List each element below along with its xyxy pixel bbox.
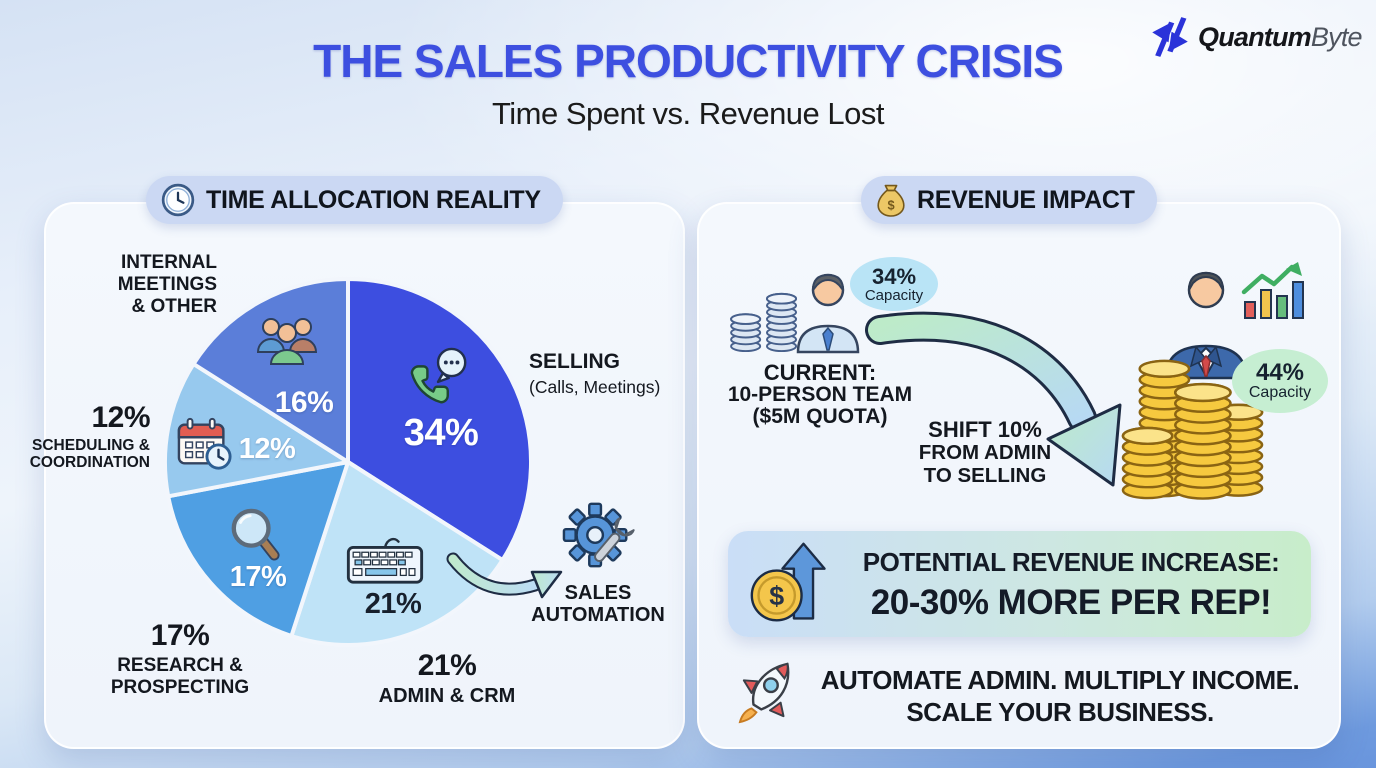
shift-line: TO SELLING: [923, 464, 1047, 487]
stack-front-left: [1121, 426, 1174, 500]
keyboard-icon: [346, 537, 424, 584]
current-capacity-value: 34%: [871, 263, 917, 289]
quantumbyte-logo-icon: [1152, 17, 1188, 57]
callout-line: SALES: [564, 582, 632, 604]
shift-arrow-icon: [865, 311, 1122, 487]
callout-pct: 12%: [91, 401, 150, 434]
current-capacity-label: Capacity: [864, 286, 924, 304]
callout-line: (Calls, Meetings): [529, 377, 661, 397]
callout-admin-crm: 21% ADMIN & CRM: [357, 649, 537, 708]
shift-line: FROM ADMIN: [918, 441, 1052, 464]
future-capacity-label: Capacity: [1248, 384, 1312, 402]
callout-line: PROSPECTING: [110, 677, 250, 698]
pie-value-scheduling: 12%: [238, 433, 296, 465]
callout-scheduling: 12% SCHEDULING & COORDINATION: [20, 401, 151, 472]
stack-center: [1174, 382, 1232, 500]
revenue-impact-header-label: REVENUE IMPACT: [917, 185, 1135, 214]
svg-text:$: $: [888, 198, 895, 213]
banner-text: POTENTIAL REVENUE INCREASE: 20-30% MORE …: [840, 547, 1302, 623]
revenue-increase-banner: $ POTENTIAL REVENUE INCREASE: 20-30% MOR…: [728, 531, 1311, 637]
people-icon: [256, 318, 318, 365]
callout-pct: 21%: [417, 649, 477, 682]
gold-coin-stack-icon: [1121, 359, 1264, 500]
callout-line: MEETINGS: [117, 274, 217, 295]
page-title: THE SALES PRODUCTIVITY CRISIS: [313, 35, 1064, 87]
brand-name-bold: Quantum: [1198, 21, 1312, 52]
svg-text:$: $: [769, 581, 784, 611]
callout-line: SCHEDULING &: [32, 437, 150, 454]
pie-value-admin: 21%: [364, 588, 422, 620]
callout-line: AUTOMATION: [531, 604, 665, 626]
brand-name-light: Byte: [1310, 21, 1363, 52]
rocket-icon: [738, 662, 790, 724]
pie-value-internal-meetings: 16%: [274, 386, 334, 419]
callout-line: & OTHER: [131, 296, 218, 317]
callout-pct: 17%: [150, 619, 210, 652]
current-capacity-bubble: 34% Capacity: [850, 257, 938, 311]
phone-chat-icon: [410, 347, 467, 404]
bar-chart-growth-icon: [1241, 262, 1304, 319]
sales-rep-icon: [796, 273, 860, 354]
shift-line: SHIFT 10%: [928, 417, 1042, 442]
future-capacity-bubble: 44% Capacity: [1232, 349, 1328, 413]
brand-logo: QuantumByte: [1146, 16, 1363, 58]
current-line: ($5M QUOTA): [752, 405, 888, 428]
callout-line: COORDINATION: [29, 454, 150, 471]
pie-value-research: 17%: [229, 561, 287, 593]
callout-line: ADMIN & CRM: [378, 685, 516, 707]
gear-wrench-icon: [562, 502, 635, 568]
shift-label: SHIFT 10% FROM ADMIN TO SELLING: [880, 418, 1090, 487]
callout-line: INTERNAL: [120, 252, 217, 273]
calendar-clock-icon: [177, 417, 232, 470]
sales-automation-label: SALES AUTOMATION: [513, 582, 683, 626]
tagline-line2: SCALE YOUR BUSINESS.: [906, 697, 1214, 727]
automation-arrow-icon: [446, 552, 563, 599]
callout-line: SELLING: [529, 350, 621, 373]
magnifier-icon: [231, 508, 280, 561]
callout-research: 17% RESEARCH & PROSPECTING: [90, 620, 270, 699]
tagline: AUTOMATE ADMIN. MULTIPLY INCOME. SCALE Y…: [800, 664, 1320, 728]
current-team-label: CURRENT: 10-PERSON TEAM ($5M QUOTA): [705, 362, 935, 428]
banner-line2: 20-30% MORE PER REP!: [870, 583, 1272, 622]
time-allocation-header-label: TIME ALLOCATION REALITY: [206, 185, 541, 214]
silver-coin-stack-icon: [730, 292, 798, 353]
revenue-impact-header: $ REVENUE IMPACT: [861, 176, 1157, 224]
future-capacity-value: 44%: [1255, 359, 1305, 386]
money-bag-icon: $: [877, 184, 905, 217]
businessman-icon: [1164, 271, 1248, 380]
pie-slice-research-prospecting: [166, 460, 350, 638]
stack-back-left: [1138, 359, 1191, 498]
brand-name: QuantumByte: [1198, 21, 1363, 53]
current-line: CURRENT:: [763, 360, 877, 385]
callout-line: RESEARCH &: [117, 655, 243, 676]
page-subtitle: Time Spent vs. Revenue Lost: [492, 96, 885, 131]
clock-icon: [161, 183, 195, 217]
banner-line1: POTENTIAL REVENUE INCREASE:: [862, 547, 1280, 577]
coin-up-arrow-icon: $: [750, 542, 826, 622]
current-line: 10-PERSON TEAM: [727, 383, 913, 406]
callout-internal-meetings: INTERNAL MEETINGS & OTHER: [27, 252, 217, 318]
time-allocation-header: TIME ALLOCATION REALITY: [146, 176, 563, 224]
tagline-line1: AUTOMATE ADMIN. MULTIPLY INCOME.: [820, 665, 1300, 695]
callout-selling: SELLING (Calls, Meetings): [529, 350, 689, 398]
pie-value-selling: 34%: [403, 412, 479, 454]
